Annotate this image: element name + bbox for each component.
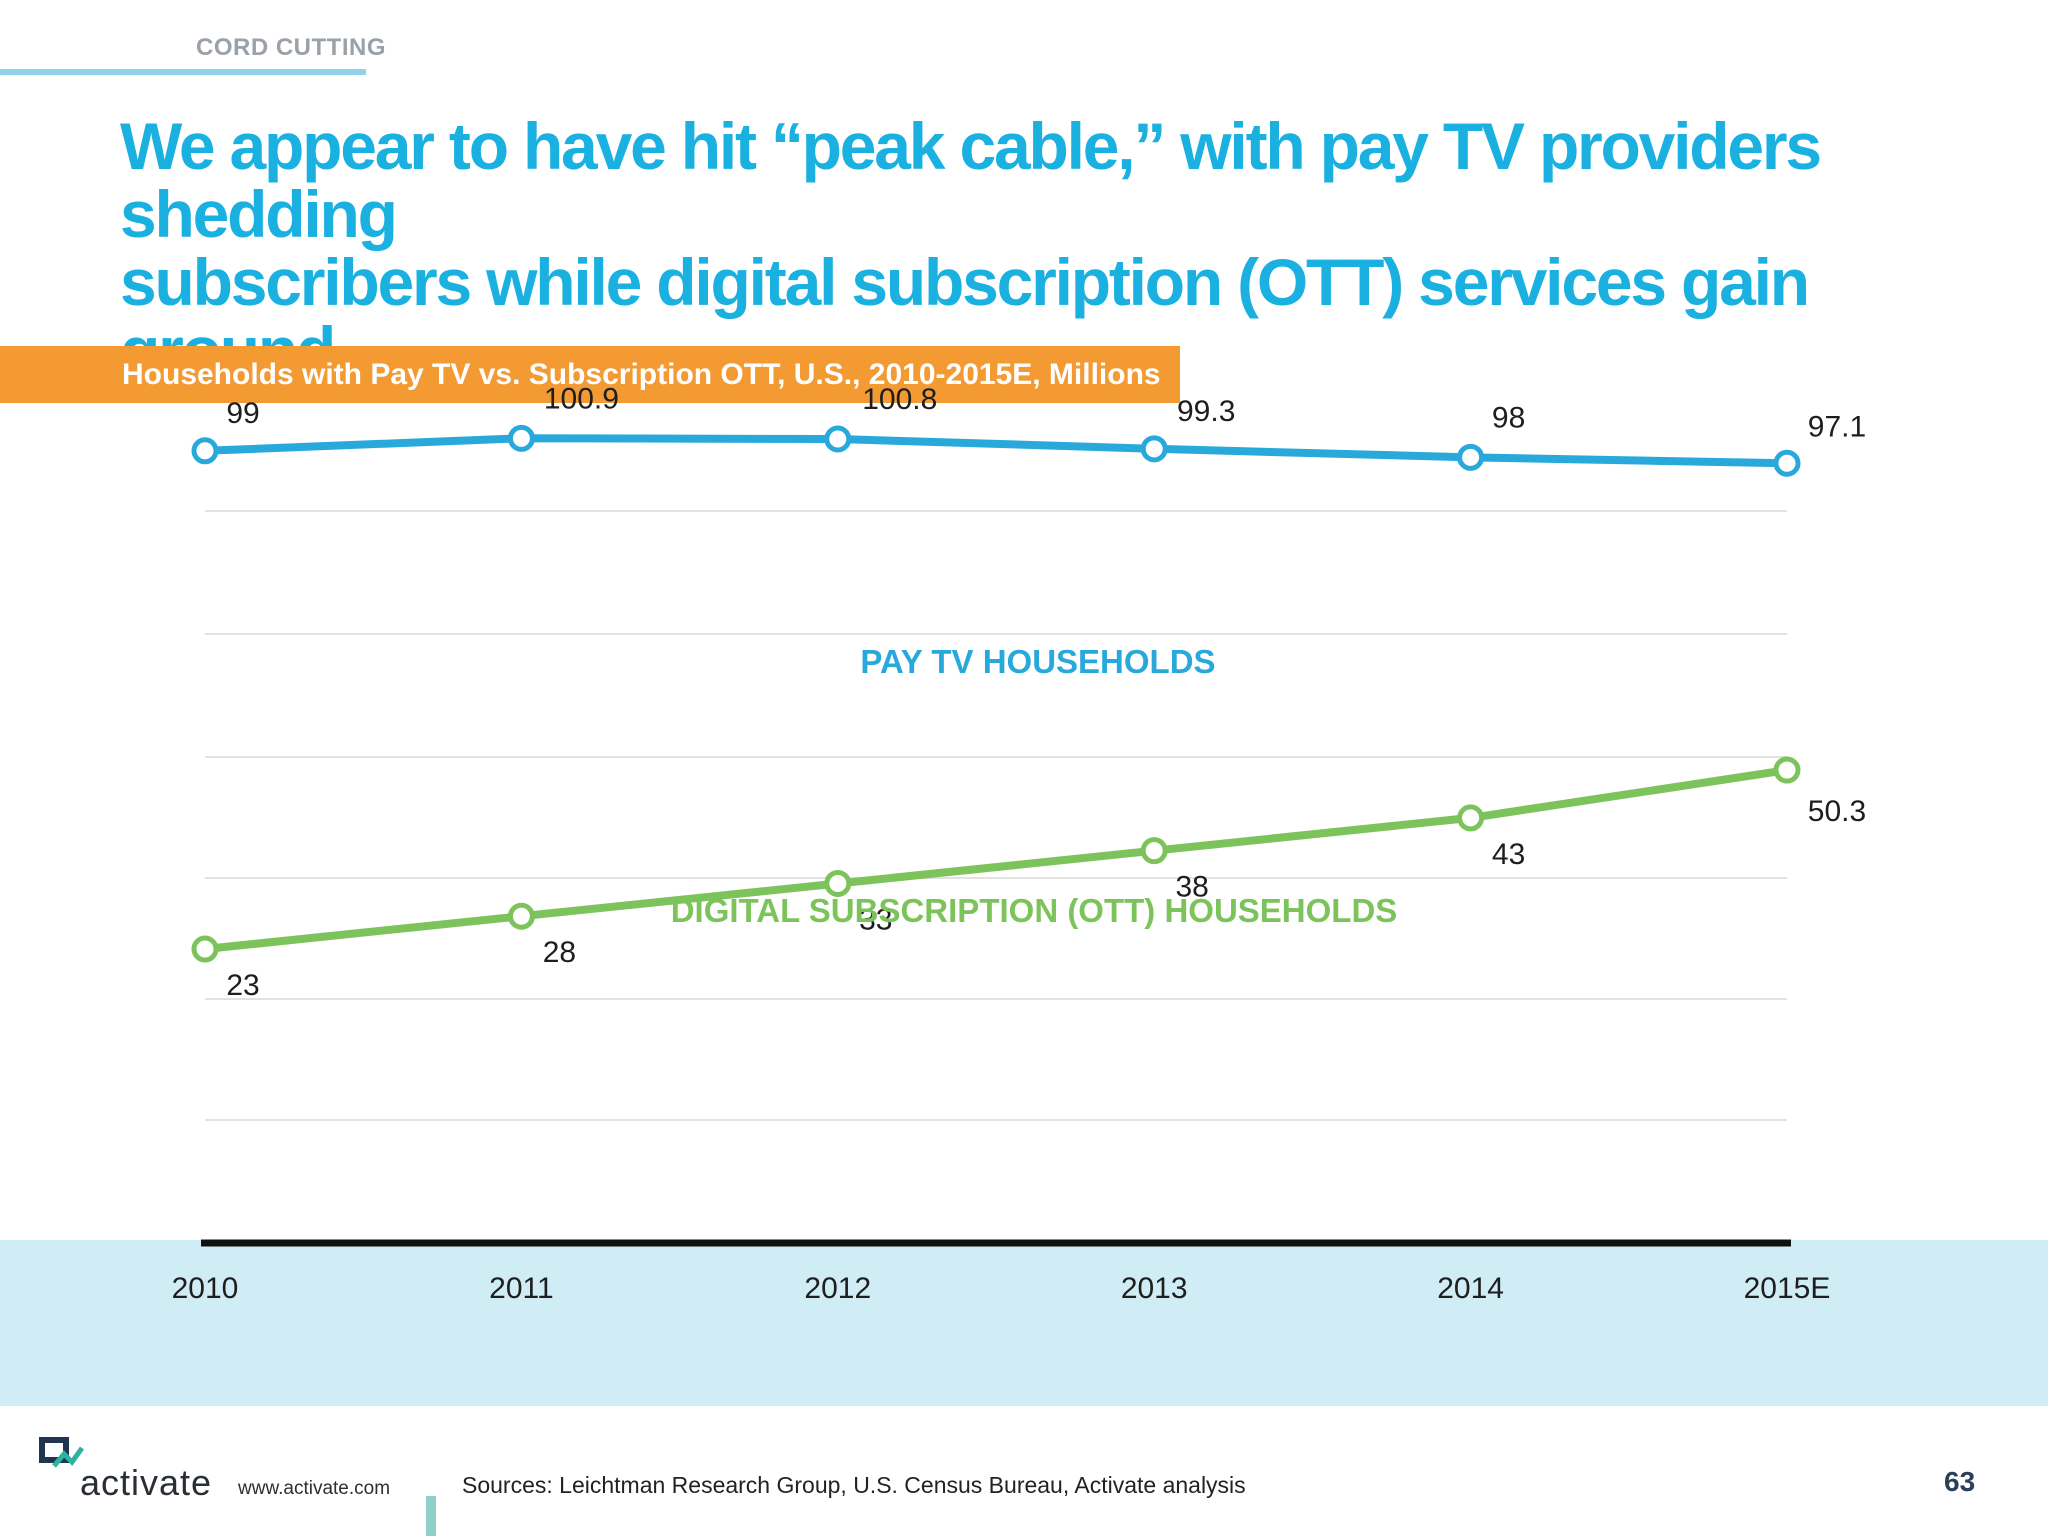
ott-data-point (824, 869, 852, 897)
section-label: CORD CUTTING (196, 34, 386, 61)
pay-tv-series-name: PAY TV HOUSEHOLDS (860, 643, 1215, 680)
footer-sources: Sources: Leichtman Research Group, U.S. … (462, 1472, 1246, 1498)
pay-tv-data-point (1457, 443, 1485, 471)
chart-title-banner: Households with Pay TV vs. Subscription … (0, 346, 1180, 403)
ott-data-label: 28 (543, 936, 576, 969)
ott-data-label: 43 (1492, 838, 1525, 871)
x-tick-label: 2012 (804, 1272, 871, 1305)
pay-tv-data-point (507, 424, 535, 452)
ott-series-line (201, 766, 1791, 953)
gridlines (205, 510, 1787, 1121)
section-underline (0, 69, 366, 75)
x-tick-label: 2010 (172, 1272, 239, 1305)
pay-tv-data-point (1140, 435, 1168, 463)
series-group (191, 424, 1801, 963)
footer-divider (426, 1496, 436, 1536)
pay-tv-data-label: 98 (1492, 401, 1525, 434)
pay-tv-data-label: 97.1 (1808, 410, 1866, 443)
footer-brand: activate (80, 1462, 213, 1503)
ott-data-label: 38 (1176, 871, 1209, 904)
ott-series-name: DIGITAL SUBSCRIPTION (OTT) HOUSEHOLDS (671, 892, 1398, 929)
pay-tv-data-label: 99 (226, 397, 259, 430)
pay-tv-data-point (824, 425, 852, 453)
pay-tv-data-point (191, 437, 219, 465)
ott-data-point (191, 935, 219, 963)
pay-tv-data-label: 99.3 (1177, 395, 1235, 428)
ott-data-label: 50.3 (1808, 795, 1866, 828)
page-number: 63 (1944, 1466, 1976, 1497)
pay-tv-data-point (1773, 449, 1801, 477)
x-tick-label: 2011 (489, 1272, 554, 1305)
pay-tv-series-line (201, 434, 1791, 468)
x-tick-label: 2015E (1744, 1272, 1831, 1305)
ott-data-label: 23 (226, 969, 259, 1002)
ott-data-point (1140, 837, 1168, 865)
labels-group: 2010 2011 2012 2013 2014 2015E 99 100.9 100.8 99.… (172, 382, 1867, 1305)
ott-data-point (507, 902, 535, 930)
chart-title: Households with Pay TV vs. Subscription … (122, 358, 1161, 391)
pay-tv-data-label: 100.9 (544, 382, 619, 415)
headline-line-1: We appear to have hit “peak cable,” with… (120, 109, 1822, 251)
ott-data-label: 33 (859, 903, 892, 936)
activate-logo-icon (39, 1437, 85, 1468)
x-axis-band (0, 1240, 2048, 1406)
ott-data-point (1457, 804, 1485, 832)
ott-data-point (1773, 756, 1801, 784)
x-tick-label: 2014 (1437, 1272, 1504, 1305)
pay-tv-data-label: 100.8 (862, 383, 937, 416)
x-tick-label: 2013 (1121, 1272, 1188, 1305)
footer-url: www.activate.com (238, 1478, 391, 1499)
